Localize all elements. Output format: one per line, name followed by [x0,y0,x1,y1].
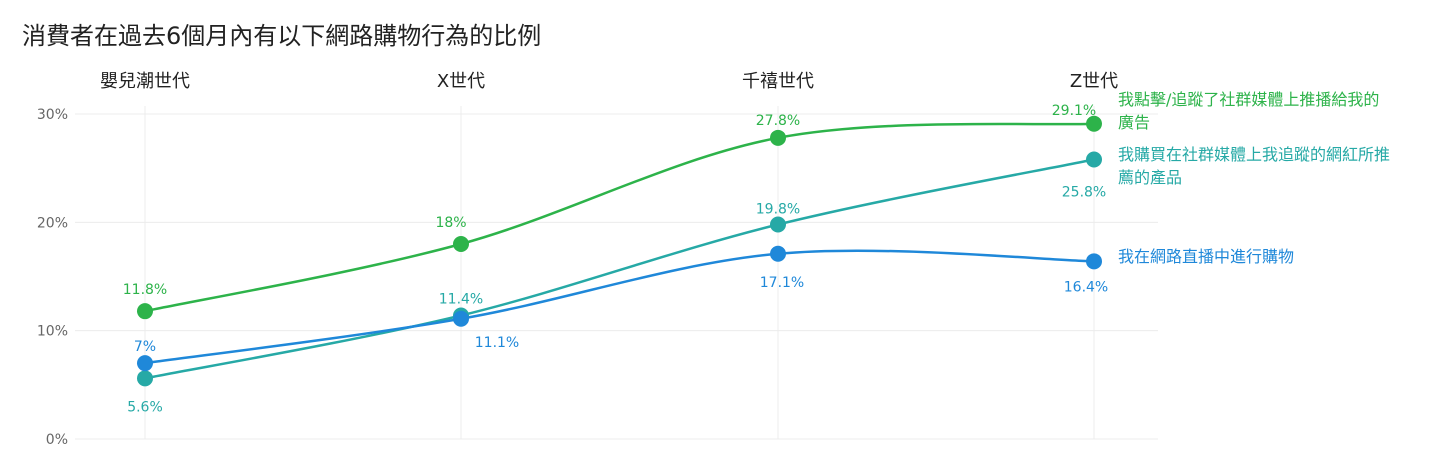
data-point-influencer-purchase [137,370,153,387]
data-label-livestream-shopping: 7% [134,339,156,355]
data-point-ad-click [137,303,153,320]
data-point-ad-click [770,129,786,146]
data-label-livestream-shopping: 11.1% [475,335,519,351]
data-point-ad-click [1086,115,1102,132]
data-point-livestream-shopping [770,245,786,262]
series-line-livestream-shopping [144,249,1095,365]
legend-label-influencer-purchase: 薦的產品 [1118,168,1182,187]
x-category-label: 千禧世代 [742,71,814,92]
data-label-ad-click: 18% [435,215,466,231]
data-label-livestream-shopping: 16.4% [1064,279,1108,295]
y-tick-label: 0% [46,432,68,448]
legend-label-livestream-shopping: 我在網路直播中進行購物 [1118,247,1294,266]
data-point-ad-click [453,236,469,252]
y-tick-label: 20% [37,215,68,231]
data-label-ad-click: 27.8% [756,113,800,129]
chart-title: 消費者在過去6個月內有以下網路購物行為的比例 [22,22,542,50]
series-line-influencer-purchase [144,158,1095,380]
data-point-influencer-purchase [770,216,786,233]
data-label-influencer-purchase: 11.4% [439,292,483,308]
y-tick-label: 10% [37,324,68,340]
x-category-label: X世代 [437,71,485,92]
x-category-label: Z世代 [1070,71,1118,92]
data-label-ad-click: 11.8% [123,282,167,298]
y-tick-label: 30% [37,107,68,123]
data-point-influencer-purchase [1086,151,1102,168]
legend-label-influencer-purchase: 我購買在社群媒體上我追蹤的網紅所推 [1118,145,1390,164]
data-label-influencer-purchase: 25.8% [1062,185,1106,201]
data-label-ad-click: 29.1% [1052,103,1096,119]
data-point-livestream-shopping [1086,253,1102,270]
legend-label-ad-click: 廣告 [1118,113,1150,132]
data-point-livestream-shopping [453,310,469,327]
legend-label-ad-click: 我點擊/追蹤了社群媒體上推播給我的 [1118,90,1379,109]
data-label-influencer-purchase: 5.6% [127,399,163,415]
data-point-livestream-shopping [137,355,153,372]
data-label-livestream-shopping: 17.1% [760,275,804,291]
series-line-ad-click [144,122,1095,313]
data-label-influencer-purchase: 19.8% [756,202,800,218]
x-category-label: 嬰兒潮世代 [100,71,190,92]
